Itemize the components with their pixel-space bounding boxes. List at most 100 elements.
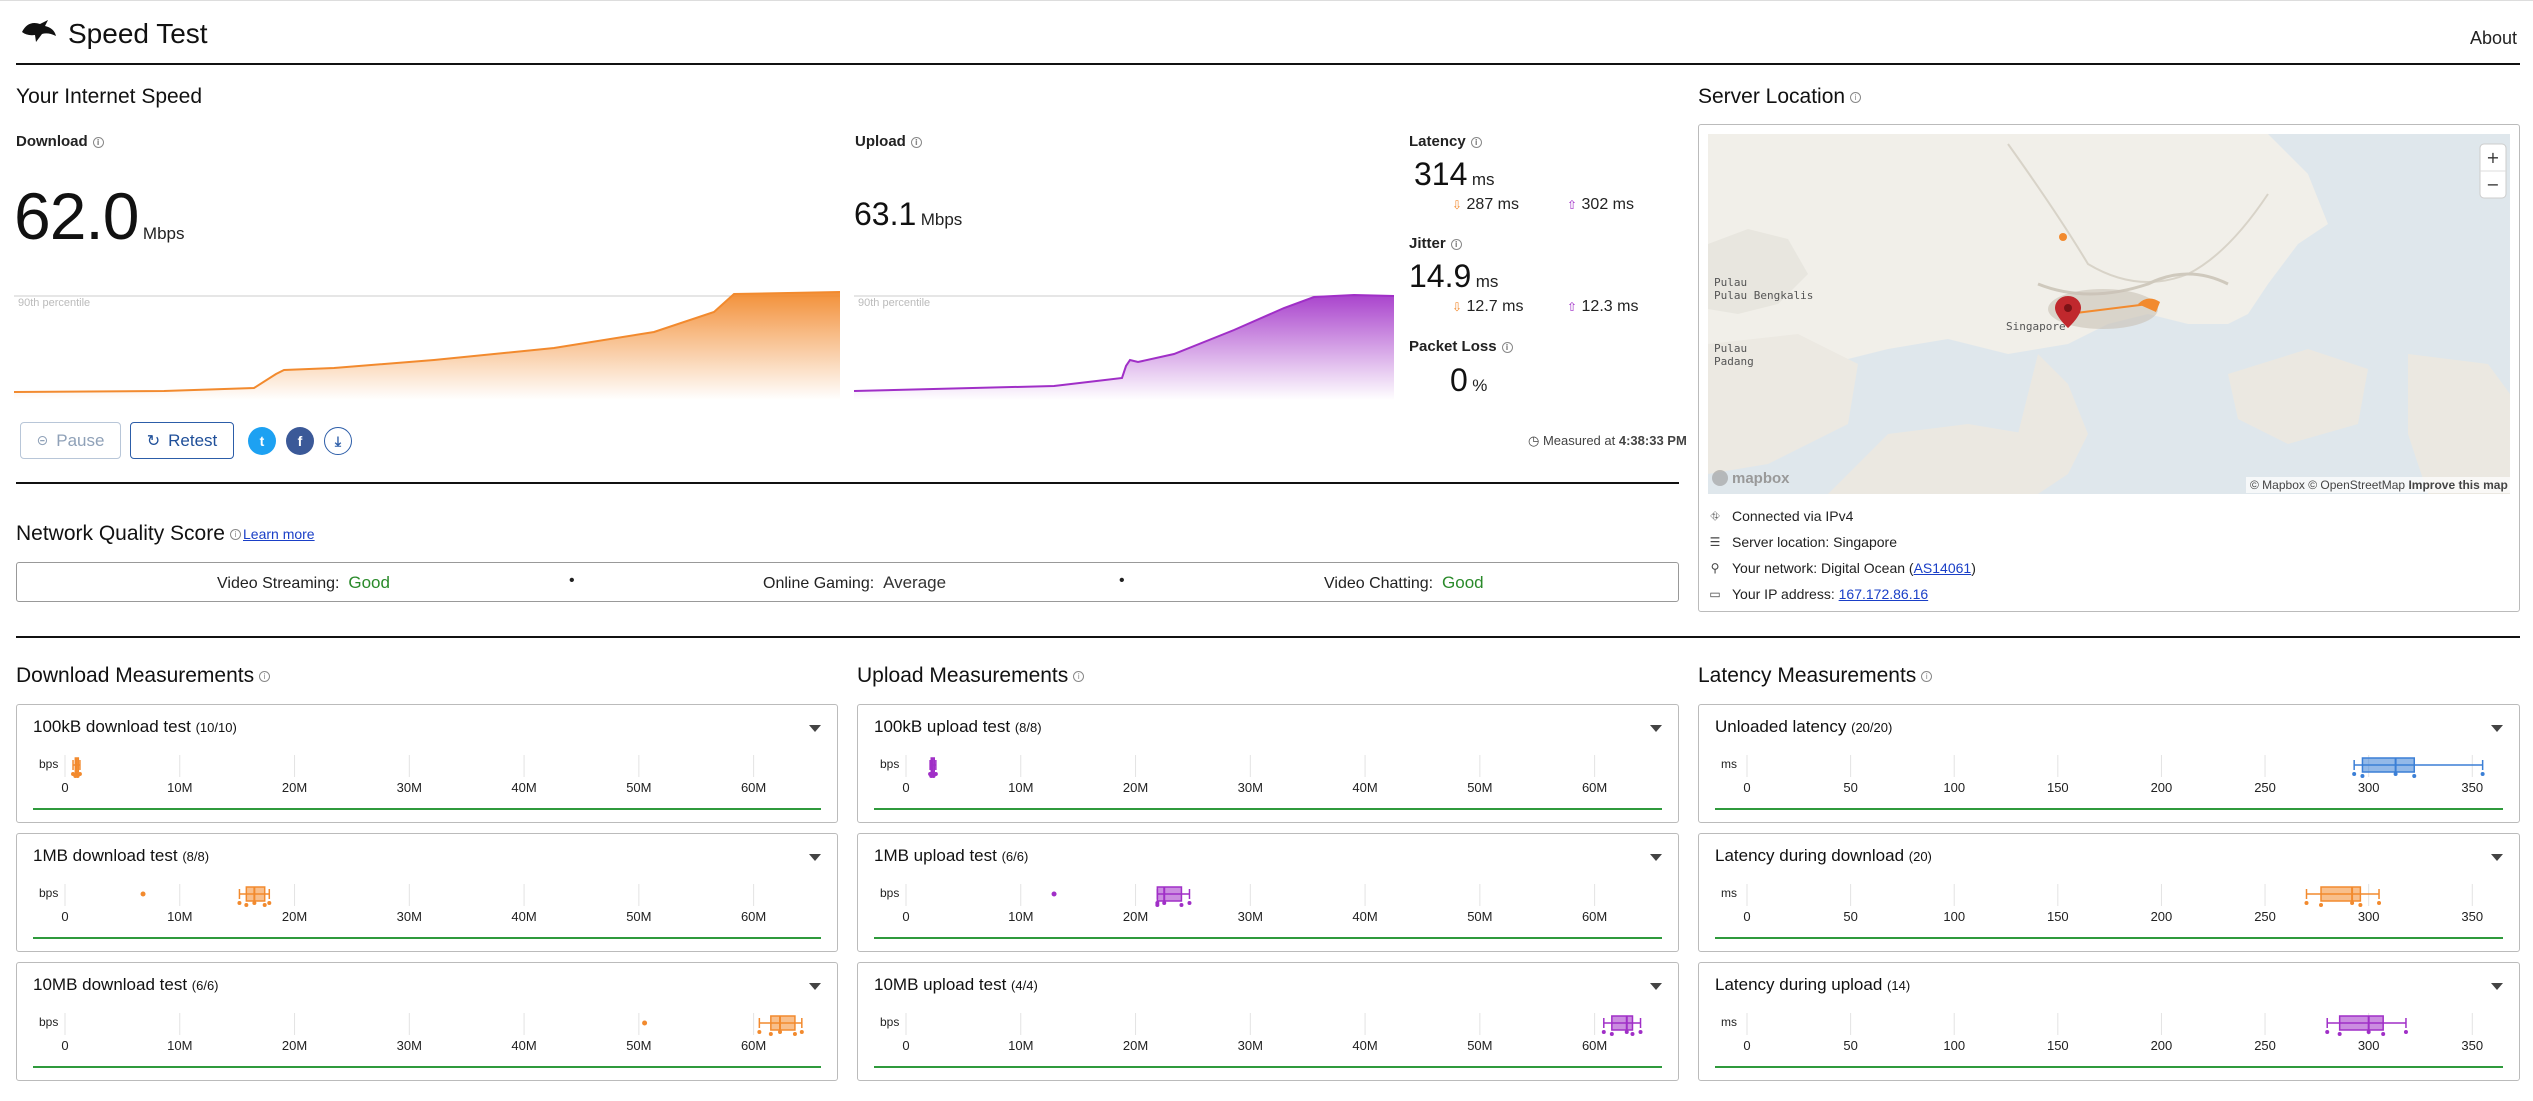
expand-chevron-icon[interactable] xyxy=(2491,725,2503,732)
sample-point xyxy=(252,901,257,905)
info-icon[interactable]: i xyxy=(910,136,922,148)
clock-icon: ◷ xyxy=(1528,433,1540,448)
download-unit: Mbps xyxy=(142,224,185,243)
outlier-point xyxy=(1051,891,1057,897)
expand-chevron-icon[interactable] xyxy=(2491,854,2503,861)
sample-point xyxy=(1630,1032,1635,1036)
tick-label: 60M xyxy=(741,1038,766,1053)
expand-chevron-icon[interactable] xyxy=(2491,983,2503,990)
info-icon[interactable]: i xyxy=(1073,670,1085,682)
info-icon[interactable]: i xyxy=(92,136,104,148)
tick-label: 10M xyxy=(167,780,192,795)
server-map[interactable]: Pulau Pulau Bengkalis Pulau Padang Singa… xyxy=(1708,134,2510,494)
sample-point xyxy=(2403,1030,2408,1034)
expand-chevron-icon[interactable] xyxy=(809,725,821,732)
latency-label: Latency i xyxy=(1409,133,1482,150)
box-plot-chart: ms 0 50 100 150 200 250 300 350 xyxy=(1721,755,2485,795)
jitter-label: Jitter i xyxy=(1409,235,1462,252)
info-icon[interactable]: i xyxy=(1470,136,1482,148)
upload-test-panel: 1MB upload test (6/6) bps 0 10M 20M 30M 40M 50M… xyxy=(857,833,1679,952)
test-progress-bar xyxy=(33,1066,821,1068)
download-test-panel: 100kB download test (10/10) bps 0 10M 20M 30M… xyxy=(16,704,838,823)
quality-separator: • xyxy=(569,572,575,589)
sample-point xyxy=(2360,774,2365,778)
tick-label: 20M xyxy=(282,1038,307,1053)
pause-button[interactable]: ⊝ Pause xyxy=(20,422,121,459)
outlier-point xyxy=(140,891,146,897)
tick-label: 350 xyxy=(2461,909,2483,924)
about-link[interactable]: About xyxy=(2469,28,2517,48)
latency-up: ⇧ 302 ms xyxy=(1567,196,1634,213)
sample-point xyxy=(2358,903,2363,907)
sample-point xyxy=(1601,1030,1606,1034)
expand-chevron-icon[interactable] xyxy=(1650,983,1662,990)
connection-line xyxy=(2067,303,2149,315)
network-icon: ⛗ xyxy=(1710,509,1720,523)
tick-label: 0 xyxy=(902,780,909,795)
map-land xyxy=(2008,354,2088,494)
upload-arrow-icon: ⇧ xyxy=(1567,198,1578,212)
map-label-padang: Pulau Padang xyxy=(1714,342,1754,368)
tick-label: 40M xyxy=(511,1038,536,1053)
sample-point xyxy=(2381,1032,2386,1036)
info-icon[interactable]: i xyxy=(1850,91,1862,103)
tick-label: 50 xyxy=(1843,780,1857,795)
zoom-in-button[interactable]: + xyxy=(2486,148,2499,167)
tick-label: 40M xyxy=(1352,909,1377,924)
test-title: Unloaded latency (20/20) xyxy=(1715,717,1893,736)
retest-button[interactable]: ↻ Retest xyxy=(130,422,234,459)
map-label-bengkalis: Pulau Pulau Bengkalis xyxy=(1714,276,1813,302)
expand-chevron-icon[interactable] xyxy=(809,854,821,861)
location-pin-icon: ⚲ xyxy=(1710,561,1720,575)
twitter-share-button[interactable]: t xyxy=(248,427,276,455)
measured-at: ◷ Measured at 4:38:33 PM xyxy=(1528,433,1687,448)
upload-test-panel: 10MB upload test (4/4) bps 0 10M 20M 30M 40M 50… xyxy=(857,962,1679,1081)
app-title: Speed Test xyxy=(68,18,208,49)
tick-label: 60M xyxy=(741,780,766,795)
download-arrow-icon: ⇩ xyxy=(1452,198,1463,212)
sample-point xyxy=(1187,901,1192,905)
download-results-button[interactable]: ⤓ xyxy=(324,427,352,455)
info-icon[interactable]: i xyxy=(259,670,271,682)
mapbox-logo: mapbox xyxy=(1712,470,1790,487)
facebook-share-button[interactable]: f xyxy=(286,427,314,455)
tick-label: 60M xyxy=(1582,1038,1607,1053)
quality-separator: • xyxy=(1119,572,1125,589)
info-icon[interactable]: i xyxy=(1450,238,1462,250)
expand-chevron-icon[interactable] xyxy=(809,983,821,990)
info-icon[interactable]: i xyxy=(1921,670,1933,682)
tick-label: 0 xyxy=(1743,1038,1750,1053)
download-arrow-icon: ⇩ xyxy=(1452,300,1463,314)
tick-label: 300 xyxy=(2358,909,2380,924)
browser-icon: ▭ xyxy=(1709,587,1721,601)
sample-point xyxy=(1609,1032,1614,1036)
sample-point xyxy=(244,903,249,907)
info-icon[interactable]: i xyxy=(229,528,241,540)
test-title: 100kB upload test (8/8) xyxy=(874,717,1042,736)
download-label: Download i xyxy=(16,133,104,150)
tick-label: 40M xyxy=(511,780,536,795)
info-icon[interactable]: i xyxy=(1501,341,1513,353)
expand-chevron-icon[interactable] xyxy=(1650,854,1662,861)
download-icon: ⤓ xyxy=(334,432,342,449)
learn-more-link[interactable]: Learn more xyxy=(243,526,315,542)
expand-chevron-icon[interactable] xyxy=(1650,725,1662,732)
map-land xyxy=(1708,229,1808,314)
asn-link[interactable]: AS14061 xyxy=(1913,560,1972,576)
axis-unit: ms xyxy=(1721,1015,1737,1029)
download-test-panel: 10MB download test (6/6) bps 0 10M 20M 30M 40M… xyxy=(16,962,838,1081)
zoom-out-button[interactable]: − xyxy=(2486,175,2499,194)
tick-label: 100 xyxy=(1943,780,1965,795)
map-land xyxy=(2408,354,2510,494)
map-zoom-control xyxy=(2479,143,2507,199)
test-progress-bar xyxy=(874,808,1662,810)
tick-label: 50 xyxy=(1843,1038,1857,1053)
sample-point xyxy=(2412,774,2417,778)
tick-label: 30M xyxy=(397,909,422,924)
box-plot-chart: ms 0 50 100 150 200 250 300 350 xyxy=(1721,1013,2483,1053)
jitter-value-group: 14.9 ms xyxy=(1409,258,1499,294)
ip-link[interactable]: 167.172.86.16 xyxy=(1838,586,1929,602)
